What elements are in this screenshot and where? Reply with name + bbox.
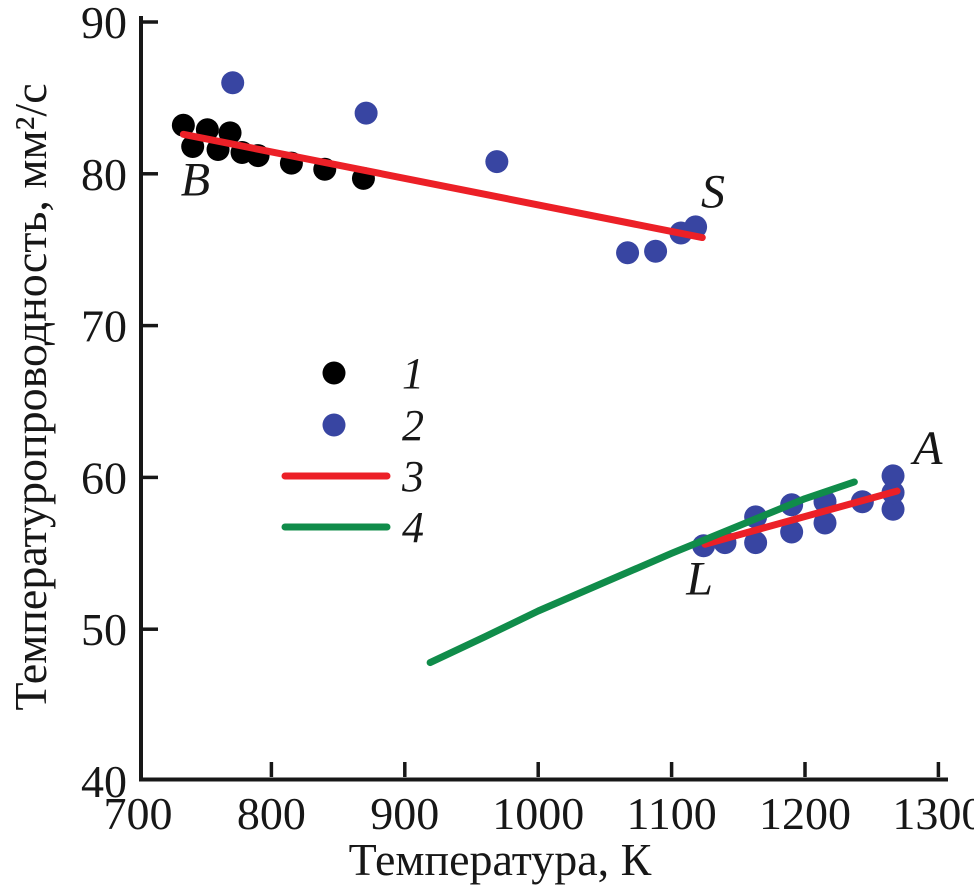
data-point-series-2 bbox=[644, 239, 668, 263]
data-series bbox=[171, 71, 905, 667]
x-tick-label: 700 bbox=[104, 788, 173, 839]
data-point-series-2 bbox=[221, 71, 245, 95]
legend-entry-2: 2 bbox=[322, 401, 424, 450]
annotation-S: S bbox=[701, 165, 725, 218]
data-point-series-2 bbox=[354, 101, 378, 125]
scatter-series-2 bbox=[221, 71, 905, 558]
legend-label: 1 bbox=[402, 349, 424, 398]
legend-entry-4: 4 bbox=[281, 503, 424, 552]
data-point-series-1 bbox=[218, 121, 242, 145]
legend-entry-3: 3 bbox=[281, 452, 424, 501]
tick-labels: 40 50 60 70 80 90 700 800 900 1000 1100 1200 1300 bbox=[81, 0, 974, 839]
x-tick-label: 1100 bbox=[626, 788, 716, 839]
annotations: B S L A bbox=[181, 153, 943, 605]
y-tick-label: 60 bbox=[81, 452, 127, 503]
y-tick-label: 50 bbox=[81, 604, 127, 655]
trend-line-3 bbox=[701, 487, 901, 548]
annotation-L: L bbox=[685, 553, 713, 606]
data-point-series-2 bbox=[881, 464, 905, 488]
y-tick-label: 70 bbox=[81, 301, 127, 352]
y-axis-title: Температуропроводность, мм²/с bbox=[5, 83, 56, 710]
y-tick-label: 90 bbox=[81, 0, 127, 48]
axes bbox=[139, 16, 948, 782]
line-series-4 bbox=[426, 478, 858, 667]
legend-label: 2 bbox=[402, 401, 424, 450]
legend-entry-1: 1 bbox=[322, 349, 424, 398]
y-tick-label: 80 bbox=[81, 149, 127, 200]
data-point-series-2 bbox=[813, 511, 837, 535]
annotation-A: A bbox=[910, 422, 943, 475]
x-tick-label: 900 bbox=[370, 788, 439, 839]
data-point-series-1 bbox=[171, 113, 195, 137]
data-point-series-2 bbox=[780, 520, 804, 544]
trend-line-3 bbox=[179, 130, 706, 242]
data-point-series-2 bbox=[744, 531, 768, 555]
line-series-3 bbox=[179, 130, 901, 548]
annotation-B: B bbox=[181, 153, 210, 206]
legend-marker-dot bbox=[322, 361, 346, 385]
data-point-series-2 bbox=[881, 497, 905, 521]
trend-line-4 bbox=[426, 478, 858, 667]
legend-marker-dot bbox=[322, 413, 346, 437]
x-tick-label: 800 bbox=[237, 788, 306, 839]
y-tick-label: 40 bbox=[81, 756, 127, 807]
legend-label: 4 bbox=[402, 503, 424, 552]
legend-label: 3 bbox=[401, 452, 424, 501]
x-tick-label: 1200 bbox=[759, 788, 851, 839]
x-axis-title: Температура, К bbox=[349, 834, 652, 885]
x-tick-label: 1300 bbox=[892, 788, 974, 839]
data-point-series-2 bbox=[616, 241, 640, 265]
data-point-series-2 bbox=[485, 150, 509, 174]
x-tick-label: 1000 bbox=[492, 788, 584, 839]
